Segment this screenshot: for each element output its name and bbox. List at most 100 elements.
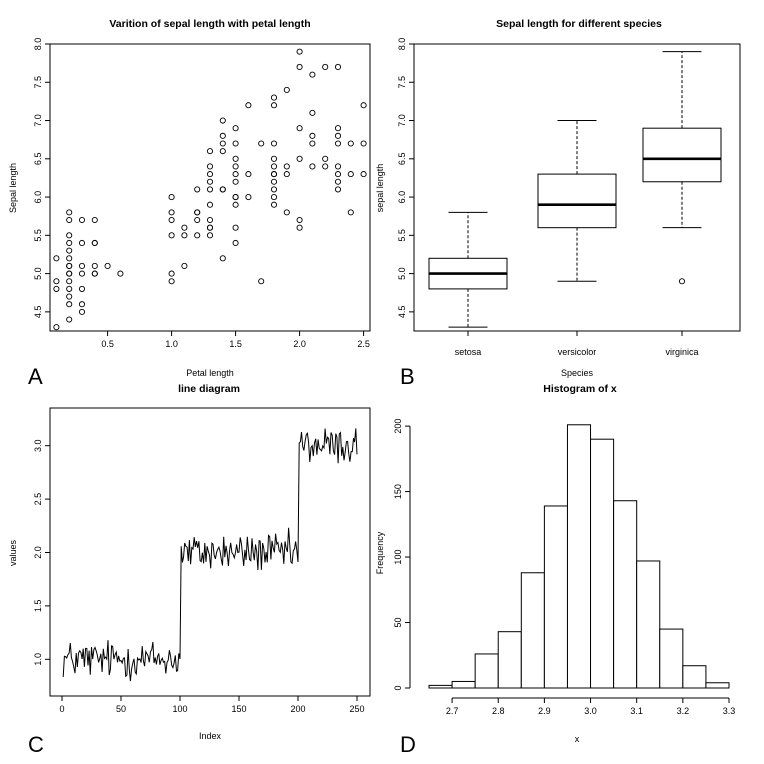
panel-a-title: Varition of sepal length with petal leng… <box>109 18 310 30</box>
scatter-point <box>309 140 316 147</box>
panel-c-x-tick-label: 200 <box>290 704 305 714</box>
panel-c-line-layer <box>62 428 358 682</box>
panel-d-letter: D <box>400 732 416 757</box>
panel-c-line: line diagram 0 50 100 150 200 250 1.0 1.5 2.0 2.5… <box>8 383 371 757</box>
scatter-point <box>232 155 239 162</box>
panel-c-y-tick-label: 3.0 <box>33 439 43 452</box>
scatter-point <box>219 255 226 262</box>
scatter-point <box>168 194 175 201</box>
histogram-bar <box>543 505 568 689</box>
scatter-point <box>78 270 86 277</box>
panel-b-x-label: Species <box>561 368 594 378</box>
panel-a-y-tick-label: 8.0 <box>33 38 43 51</box>
panel-d-title: Histogram of x <box>543 383 617 395</box>
scatter-point <box>360 171 367 178</box>
scatter-point <box>334 63 342 71</box>
scatter-point <box>322 155 329 162</box>
panel-b-axes: 4.5 5.0 5.5 6.0 6.5 7.0 7.5 8.0 setosa versicolor… <box>397 38 699 357</box>
panel-b-x-tick-label: setosa <box>455 347 482 357</box>
scatter-point <box>66 285 73 292</box>
scatter-point <box>270 178 278 185</box>
scatter-point <box>78 308 86 315</box>
histogram-bar <box>705 682 730 689</box>
line-series <box>62 428 358 682</box>
panel-a-y-tick-label: 7.5 <box>33 76 43 89</box>
panel-b-letter: B <box>400 364 415 389</box>
panel-c-axes: 0 50 100 150 200 250 1.0 1.5 2.0 2.5 3.0 <box>33 439 365 714</box>
scatter-point <box>270 140 278 147</box>
scatter-point <box>296 63 303 71</box>
panel-a-y-tick-label: 6.0 <box>33 191 43 204</box>
scatter-point <box>78 239 86 247</box>
panel-b-boxplot: Sepal length for different species 4.5 5.… <box>375 18 741 389</box>
scatter-point <box>258 140 265 147</box>
histogram-bar <box>613 500 638 689</box>
scatter-point <box>53 324 60 331</box>
scatter-point <box>91 262 98 269</box>
scatter-point <box>270 155 278 162</box>
scatter-point <box>245 171 252 178</box>
panel-c-y-tick-label: 1.0 <box>33 653 43 666</box>
scatter-point <box>78 216 86 224</box>
scatter-point <box>91 216 98 224</box>
panel-b-boxes <box>428 51 722 328</box>
scatter-point <box>270 171 278 178</box>
scatter-point <box>334 178 342 185</box>
scatter-point <box>53 255 60 262</box>
scatter-point <box>347 140 354 147</box>
scatter-point <box>334 186 342 193</box>
panel-a-y-tick-label: 5.0 <box>33 267 43 280</box>
scatter-point <box>78 262 86 269</box>
scatter-point <box>117 270 124 277</box>
scatter-point <box>66 270 73 277</box>
panel-d-y-tick-label: 200 <box>393 419 403 434</box>
scatter-point <box>66 316 73 323</box>
panel-d-y-tick-label: 150 <box>393 484 403 499</box>
scatter-point <box>296 216 303 224</box>
scatter-point <box>66 247 73 254</box>
scatter-point <box>219 186 226 193</box>
histogram-bar <box>590 438 615 689</box>
scatter-point <box>104 262 111 269</box>
panel-d-x-tick-label: 3.0 <box>584 706 597 716</box>
scatter-point <box>232 224 239 231</box>
scatter-point <box>219 148 226 155</box>
scatter-point <box>296 125 303 132</box>
scatter-point <box>309 109 316 116</box>
panel-a-scatter: Varition of sepal length with petal leng… <box>8 18 371 389</box>
panel-d-histogram: Histogram of x 2.7 2.8 2.9 3.0 3.1 3.2 3.3 0 50 1… <box>375 383 735 757</box>
scatter-point <box>181 232 188 239</box>
panel-b-y-tick-label: 5.5 <box>397 229 407 242</box>
scatter-point <box>334 132 342 139</box>
panel-c-x-tick-label: 50 <box>116 704 126 714</box>
scatter-point <box>53 285 60 292</box>
scatter-point <box>66 293 73 300</box>
scatter-point <box>206 163 214 170</box>
scatter-point <box>296 224 303 231</box>
scatter-point <box>66 239 73 247</box>
histogram-bar <box>474 653 499 689</box>
scatter-point <box>232 171 239 178</box>
panel-a-axes: 0.5 1.0 1.5 2.0 2.5 4.5 5.0 5.5 6.0 6.5 7.0 7.5 8.0 <box>33 38 370 349</box>
scatter-point <box>91 270 98 277</box>
panel-a-y-tick-label: 5.5 <box>33 229 43 242</box>
scatter-point <box>270 94 278 101</box>
scatter-point <box>334 163 342 170</box>
scatter-point <box>283 171 290 178</box>
scatter-point <box>53 278 60 285</box>
panel-d-x-tick-label: 2.8 <box>492 706 505 716</box>
scatter-point <box>232 163 239 170</box>
scatter-point <box>194 186 201 193</box>
panel-a-y-tick-label: 4.5 <box>33 306 43 319</box>
panel-a-x-tick-label: 1.5 <box>229 339 242 349</box>
scatter-point <box>206 201 214 208</box>
scatter-point <box>194 209 201 216</box>
scatter-point <box>206 186 214 193</box>
histogram-bar <box>566 424 592 689</box>
panel-c-y-tick-label: 2.5 <box>33 493 43 506</box>
scatter-point <box>232 125 239 132</box>
scatter-point <box>219 117 226 124</box>
scatter-point <box>283 86 290 93</box>
histogram-bar <box>497 631 522 689</box>
